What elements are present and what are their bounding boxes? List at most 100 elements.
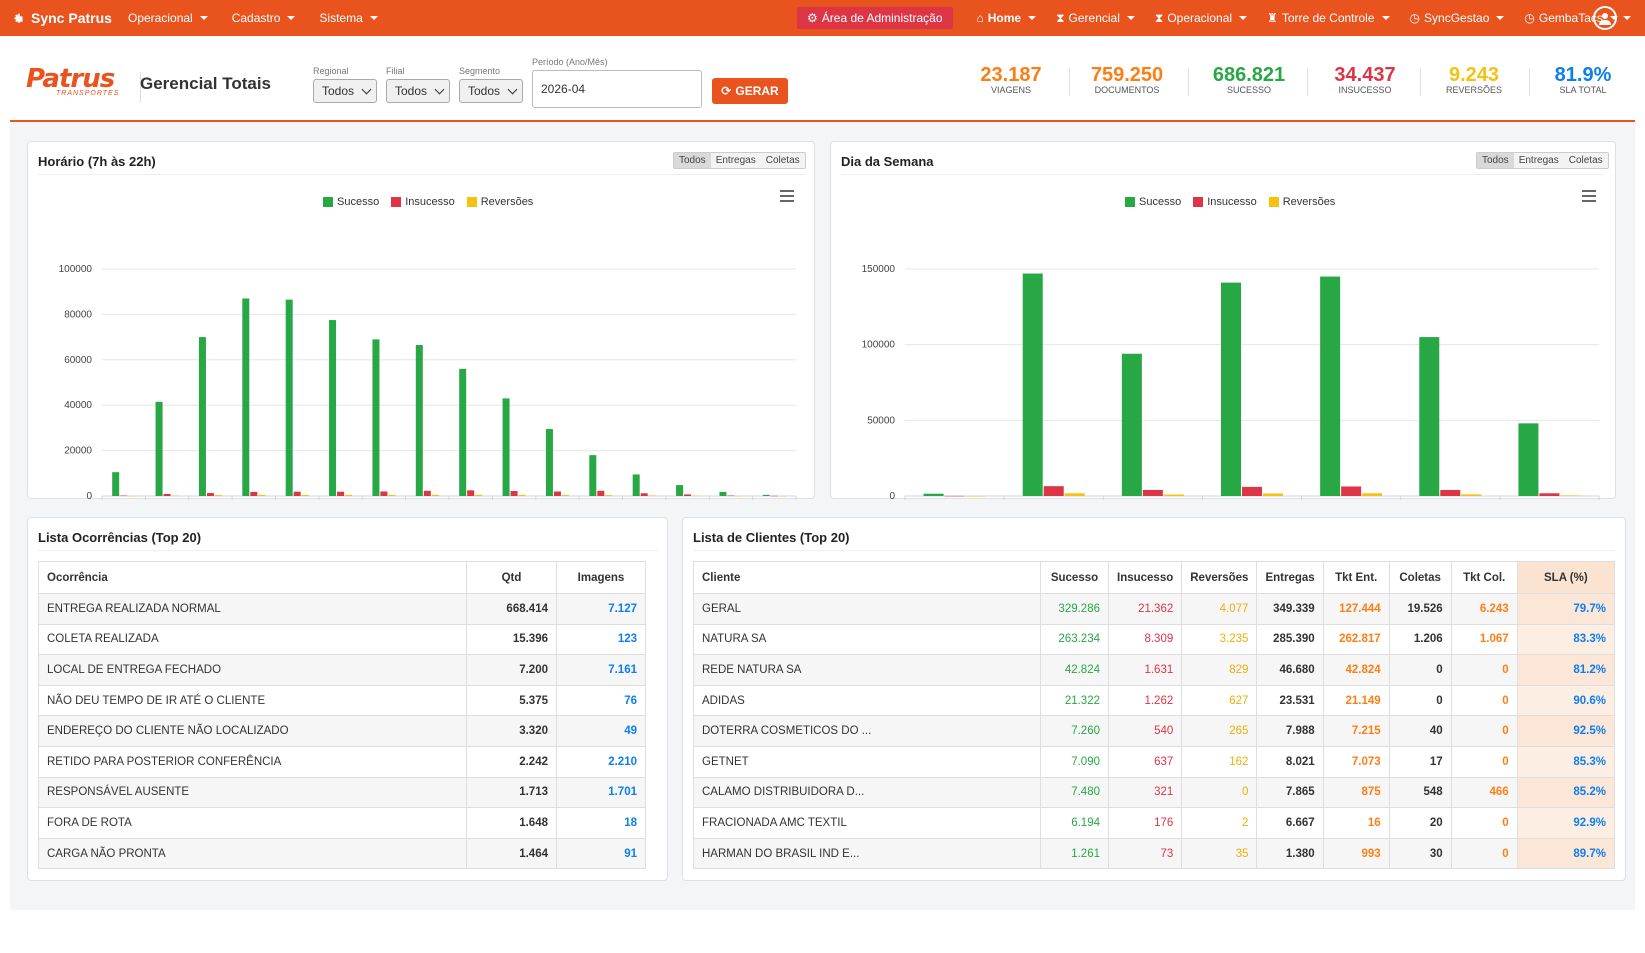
bar-insucesso[interactable] [250,491,258,496]
table-row[interactable]: REDE NATURA SA 42.824 1.631 829 46.680 42.824… [693,654,1616,686]
bar-reversões[interactable] [1263,493,1283,496]
bar-insucesso[interactable] [1242,486,1262,496]
bar-reversões[interactable] [1064,493,1085,496]
bar-insucesso[interactable] [510,491,518,496]
bar-insucesso[interactable] [380,491,388,496]
chart-menu-icon[interactable] [1582,190,1596,202]
table-row[interactable]: HARMAN DO BRASIL IND E... 1.261 73 35 1.380 9… [693,837,1616,870]
column-header[interactable]: SLA (%) [1516,561,1616,594]
legend-item[interactable]: Sucesso [323,196,379,208]
bar-insucesso[interactable] [1440,489,1461,496]
legend-item[interactable]: Reversões [466,196,533,208]
column-header[interactable]: Sucesso [1040,561,1109,594]
menu-operacional-right[interactable]: ⧗ Operacional [1145,11,1257,26]
bar-sucesso[interactable] [1419,337,1440,496]
bar-insucesso[interactable] [727,495,735,497]
bar-sucesso[interactable] [285,299,293,496]
bar-sucesso[interactable] [545,429,553,496]
bar-sucesso[interactable] [415,345,423,496]
bar-sucesso[interactable] [589,455,597,496]
bar-sucesso[interactable] [459,368,467,496]
table-row[interactable]: NÃO DEU TEMPO DE IR ATÉ O CLIENTE 5.375 76 [38,684,646,717]
table-row[interactable]: RETIDO PARA POSTERIOR CONFERÊNCIA 2.242 2.… [38,745,646,778]
bar-sucesso[interactable] [502,398,510,496]
bar-reversões[interactable] [258,494,266,496]
bar-insucesso[interactable] [293,491,301,496]
segment-entregas[interactable]: Entregas [710,153,761,168]
bar-insucesso[interactable] [1142,489,1163,496]
bar-reversões[interactable] [431,494,439,496]
bar-reversões[interactable] [345,494,353,496]
bar-sucesso[interactable] [762,494,770,496]
column-header[interactable]: Tkt Col. [1450,561,1518,594]
bar-reversões[interactable] [1362,493,1383,496]
menu-operacional[interactable]: Operacional [118,11,218,25]
legend-item[interactable]: Insucesso [391,196,455,208]
legend-item[interactable]: Reversões [1268,196,1335,208]
bar-sucesso[interactable] [372,339,380,496]
column-header[interactable]: Coletas [1388,561,1452,594]
table-row[interactable]: CALAMO DISTRIBUIDORA D... 7.480 321 0 7.865 8… [693,776,1616,809]
segment-todos[interactable]: Todos [1477,153,1514,168]
menu-torre-controle[interactable]: ♜ Torre de Controle [1257,11,1399,25]
bar-insucesso[interactable] [423,490,431,496]
bar-sucesso[interactable] [198,337,206,496]
bar-sucesso[interactable] [632,474,640,496]
bar-sucesso[interactable] [155,401,163,496]
bar-reversões[interactable] [388,494,396,496]
bar-sucesso[interactable] [1221,282,1241,496]
filial-select[interactable]: Todos [386,79,450,103]
bar-sucesso[interactable] [1121,353,1142,496]
column-header[interactable]: Cliente [693,561,1041,594]
bar-reversões[interactable] [128,495,136,497]
legend-item[interactable]: Insucesso [1193,196,1257,208]
table-row[interactable]: NATURA SA 263.234 8.309 3.235 285.390 262.817… [693,623,1616,656]
periodo-input[interactable]: 2026-04 [532,70,702,108]
legend-item[interactable]: Sucesso [1125,196,1181,208]
bar-sucesso[interactable] [1518,423,1539,496]
bar-sucesso[interactable] [242,298,250,496]
bar-reversões[interactable] [1560,495,1581,496]
segmento-select[interactable]: Todos [459,79,523,103]
bar-sucesso[interactable] [1022,273,1043,496]
table-row[interactable]: LOCAL DE ENTREGA FECHADO 7.200 7.161 [38,654,646,686]
bar-insucesso[interactable] [684,494,692,496]
bar-sucesso[interactable] [1320,276,1341,496]
bar-insucesso[interactable] [640,493,648,496]
bar-reversões[interactable] [735,495,743,497]
bar-reversões[interactable] [561,494,569,496]
segment-todos[interactable]: Todos [674,153,711,168]
bar-insucesso[interactable] [163,493,171,496]
table-row[interactable]: ENTREGA REALIZADA NORMAL 668.414 7.127 [38,593,646,625]
table-row[interactable]: COLETA REALIZADA 15.396 123 [38,623,646,656]
column-header[interactable]: Insucesso [1107,561,1183,594]
table-row[interactable]: ENDEREÇO DO CLIENTE NÃO LOCALIZADO 3.320 4… [38,715,646,747]
chart-menu-icon[interactable] [780,190,794,202]
column-header[interactable]: Imagens [556,561,646,594]
bar-sucesso[interactable] [329,320,337,496]
column-header[interactable]: Tkt Ent. [1322,561,1390,594]
bar-sucesso[interactable] [676,485,684,496]
segment-coletas[interactable]: Coletas [1563,153,1608,168]
bar-reversões[interactable] [518,494,526,496]
table-row[interactable]: ADIDAS 21.322 1.262 627 23.531 21.149 0 0 90.6% [693,684,1616,717]
bar-reversões[interactable] [1163,494,1184,496]
column-header[interactable]: Qtd [466,561,557,594]
table-row[interactable]: FORA DE ROTA 1.648 18 [38,807,646,839]
bar-reversões[interactable] [648,495,656,496]
bar-sucesso[interactable] [923,493,944,496]
bar-insucesso[interactable] [337,491,345,496]
table-row[interactable]: CARGA NÃO PRONTA 1.464 91 [38,837,646,870]
bar-reversões[interactable] [214,495,222,496]
menu-gerencial[interactable]: ⧗ Gerencial [1046,11,1145,26]
bar-insucesso[interactable] [1043,486,1064,496]
bar-reversões[interactable] [692,495,700,497]
bar-reversões[interactable] [475,494,483,496]
bar-insucesso[interactable] [206,493,214,496]
user-menu[interactable] [1593,6,1631,30]
bar-insucesso[interactable] [770,495,778,497]
bar-insucesso[interactable] [120,495,128,497]
bar-insucesso[interactable] [467,490,475,496]
column-header[interactable]: Ocorrência [38,561,467,594]
gerar-button[interactable]: ⟳ GERAR [712,78,788,104]
